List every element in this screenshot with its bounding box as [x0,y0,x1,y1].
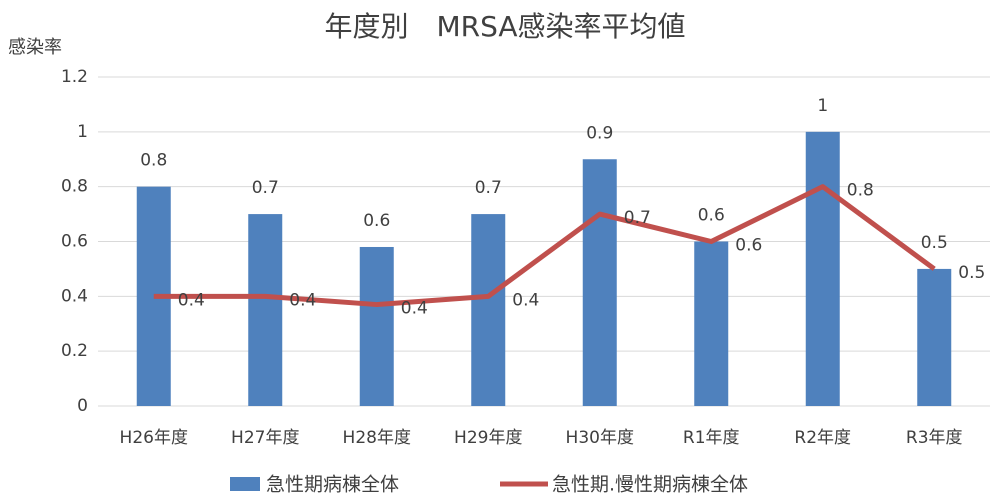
y-tick-label: 1 [77,122,88,142]
x-tick-label: H26年度 [120,428,188,448]
x-tick-label: H28年度 [343,428,411,448]
line-value-label: 0.4 [289,290,316,310]
line-value-label: 0.4 [401,299,428,319]
bar [694,241,729,406]
x-tick-label: R2年度 [794,428,851,448]
bar [805,131,840,407]
y-tick-label: 0 [77,396,88,416]
bar [917,268,952,406]
y-tick-label: 0.8 [61,177,88,197]
y-tick-label: 0.2 [61,341,88,361]
x-tick-label: R3年度 [906,428,963,448]
line-value-label: 0.7 [624,208,651,228]
bar [248,214,283,406]
bar-value-label: 0.8 [140,151,167,171]
bar [471,214,506,406]
bar-value-label: 1 [817,96,828,116]
line-value-label: 0.4 [178,290,205,310]
bar-value-label: 0.7 [475,178,502,198]
legend-swatch [230,477,260,491]
line-value-label: 0.5 [958,263,985,283]
x-tick-label: H30年度 [566,428,634,448]
bar [582,159,617,406]
line-value-label: 0.6 [735,236,762,256]
bar-value-label: 0.7 [252,178,279,198]
bar-value-label: 0.9 [586,123,613,143]
y-tick-label: 0.6 [61,232,88,252]
bar-value-label: 0.6 [363,211,390,231]
y-tick-label: 0.4 [61,286,88,306]
y-axis-label: 感染率 [8,37,62,58]
x-tick-label: H27年度 [231,428,299,448]
legend-label: 急性期病棟全体 [266,474,399,496]
bar [359,246,394,406]
line-value-label: 0.4 [512,290,539,310]
chart-title: 年度別 MRSA感染率平均値 [324,10,685,43]
legend-label: 急性期.慢性期病棟全体 [552,474,748,496]
bar-value-label: 0.6 [698,206,725,226]
line [153,184,936,308]
line-value-label: 0.8 [847,181,874,201]
bar-value-label: 0.5 [921,233,948,253]
x-tick-label: R1年度 [683,428,740,448]
x-tick-label: H29年度 [454,428,522,448]
y-tick-label: 1.2 [61,67,88,87]
